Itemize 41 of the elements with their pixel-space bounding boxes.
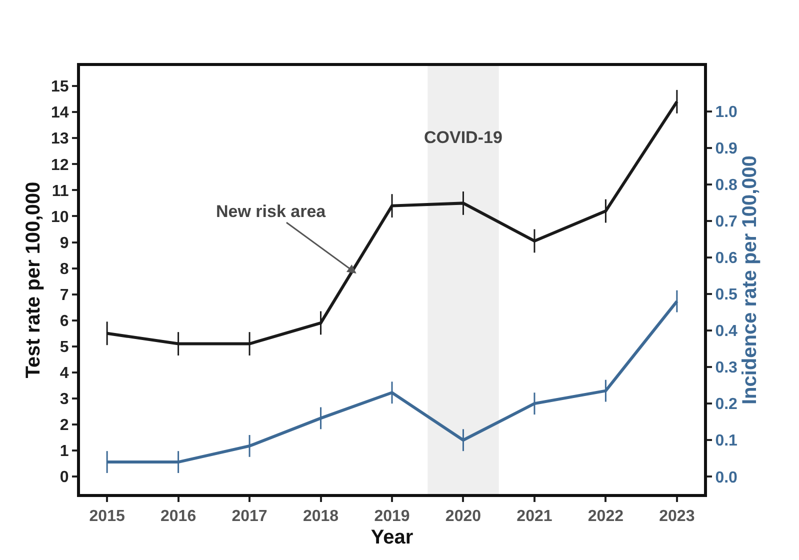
- y-tick-label: 10: [51, 208, 69, 226]
- band-label: COVID-19: [424, 128, 502, 147]
- y-tick-label: 5: [60, 338, 69, 356]
- y2-axis-title: Incidence rate per 100,000: [739, 155, 762, 405]
- y2-tick-label: 0.8: [715, 176, 738, 194]
- y-tick-label: 13: [51, 130, 69, 148]
- y2-tick-label: 0.5: [715, 286, 738, 304]
- x-tick-label: 2020: [445, 508, 482, 526]
- y-tick-label: 2: [60, 417, 69, 434]
- y-axis-title: Test rate per 100,000: [22, 182, 45, 378]
- y-tick-label: 8: [60, 260, 69, 278]
- y2-tick-label: 0.6: [715, 250, 738, 268]
- y-tick-label: 3: [60, 391, 69, 408]
- y2-tick-label: 0.0: [715, 469, 738, 486]
- y2-tick-label: 0.1: [715, 432, 738, 450]
- y2-tick-label: 0.2: [715, 396, 738, 414]
- x-tick-label: 2023: [659, 508, 695, 526]
- y-tick-label: 1: [60, 443, 69, 460]
- x-axis-title: Year: [370, 526, 414, 549]
- x-tick-label: 2018: [302, 508, 339, 526]
- y-tick-label: 12: [51, 156, 69, 174]
- annotation: New risk area: [216, 202, 326, 221]
- x-tick-label: 2016: [160, 508, 196, 526]
- y2-tick-label: 1.0: [715, 104, 738, 121]
- x-tick-label: 2022: [588, 508, 624, 526]
- y-tick-label: 15: [51, 78, 69, 96]
- y-tick-label: 6: [60, 312, 69, 330]
- y2-tick-label: 0.9: [715, 140, 738, 158]
- y-tick-label: 4: [60, 365, 69, 382]
- y-tick-label: 11: [52, 182, 69, 200]
- y-tick-label: 0: [60, 469, 69, 486]
- x-tick-label: 2021: [516, 508, 552, 526]
- y2-tick-label: 0.4: [715, 323, 738, 340]
- x-tick-label: 2015: [89, 508, 125, 526]
- x-tick-label: 2017: [232, 508, 268, 526]
- y2-tick-label: 0.3: [715, 360, 738, 377]
- y-tick-label: 14: [51, 104, 69, 122]
- y-tick-label: 9: [60, 234, 69, 252]
- y2-tick-label: 0.7: [715, 214, 738, 231]
- x-tick-label: 2019: [374, 508, 410, 526]
- y-tick-label: 7: [60, 286, 69, 304]
